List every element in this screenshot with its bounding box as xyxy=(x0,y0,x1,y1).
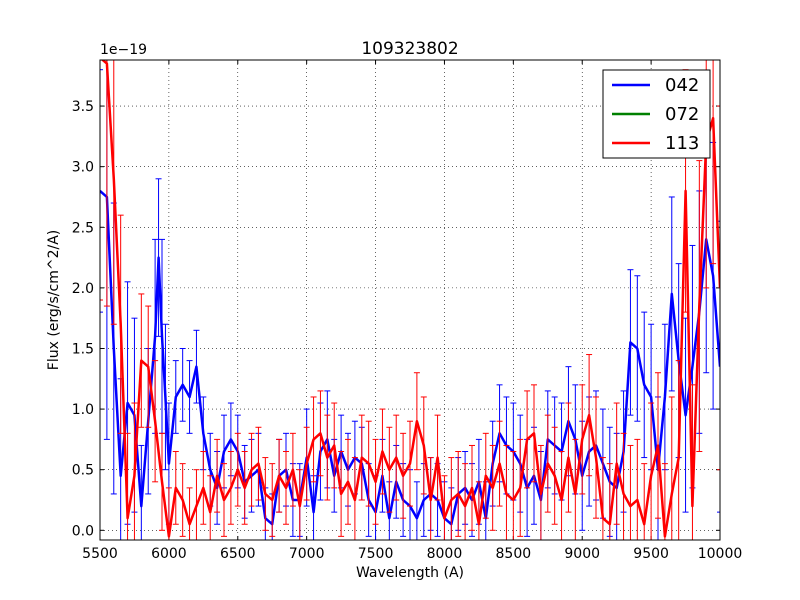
legend-label-113: 113 xyxy=(665,133,699,154)
y-tick-label: 2.5 xyxy=(72,220,94,236)
x-tick-label: 7000 xyxy=(289,546,325,562)
legend-label-042: 042 xyxy=(665,75,699,96)
x-tick-label: 5500 xyxy=(82,546,118,562)
legend: 042 072 113 xyxy=(602,69,711,159)
y-tick-label: 3.5 xyxy=(72,99,94,115)
y-axis-label: Flux (erg/s/cm^2/A) xyxy=(46,230,62,370)
x-tick-label: 8000 xyxy=(427,546,463,562)
y-tick-label: 0.5 xyxy=(72,463,94,479)
x-tick-label: 9000 xyxy=(564,546,600,562)
legend-label-072: 072 xyxy=(665,104,699,125)
x-axis-label: Wavelength (A) xyxy=(356,565,464,581)
series-area xyxy=(100,60,720,540)
x-tick-label: 9500 xyxy=(633,546,669,562)
y-offset-label: 1e−19 xyxy=(100,42,147,58)
y-tick-label: 0.0 xyxy=(72,523,94,539)
chart-title: 109323802 xyxy=(361,39,458,59)
x-tick-label: 6500 xyxy=(220,546,256,562)
series-line-113 xyxy=(100,60,720,538)
x-tick-label: 8500 xyxy=(496,546,532,562)
y-tick-label: 2.0 xyxy=(72,281,94,297)
series-113 xyxy=(100,60,720,540)
y-tick-label: 3.0 xyxy=(72,160,94,176)
y-tick-label: 1.5 xyxy=(72,341,94,357)
axis-ticks: 5500 6000 6500 7000 7500 8000 8500 9000 9500 1000… xyxy=(72,60,743,562)
x-tick-label: 6000 xyxy=(151,546,187,562)
y-tick-label: 1.0 xyxy=(72,402,94,418)
plot-frame xyxy=(99,59,721,541)
x-tick-label: 7500 xyxy=(358,546,394,562)
x-tick-label: 10000 xyxy=(698,546,743,562)
